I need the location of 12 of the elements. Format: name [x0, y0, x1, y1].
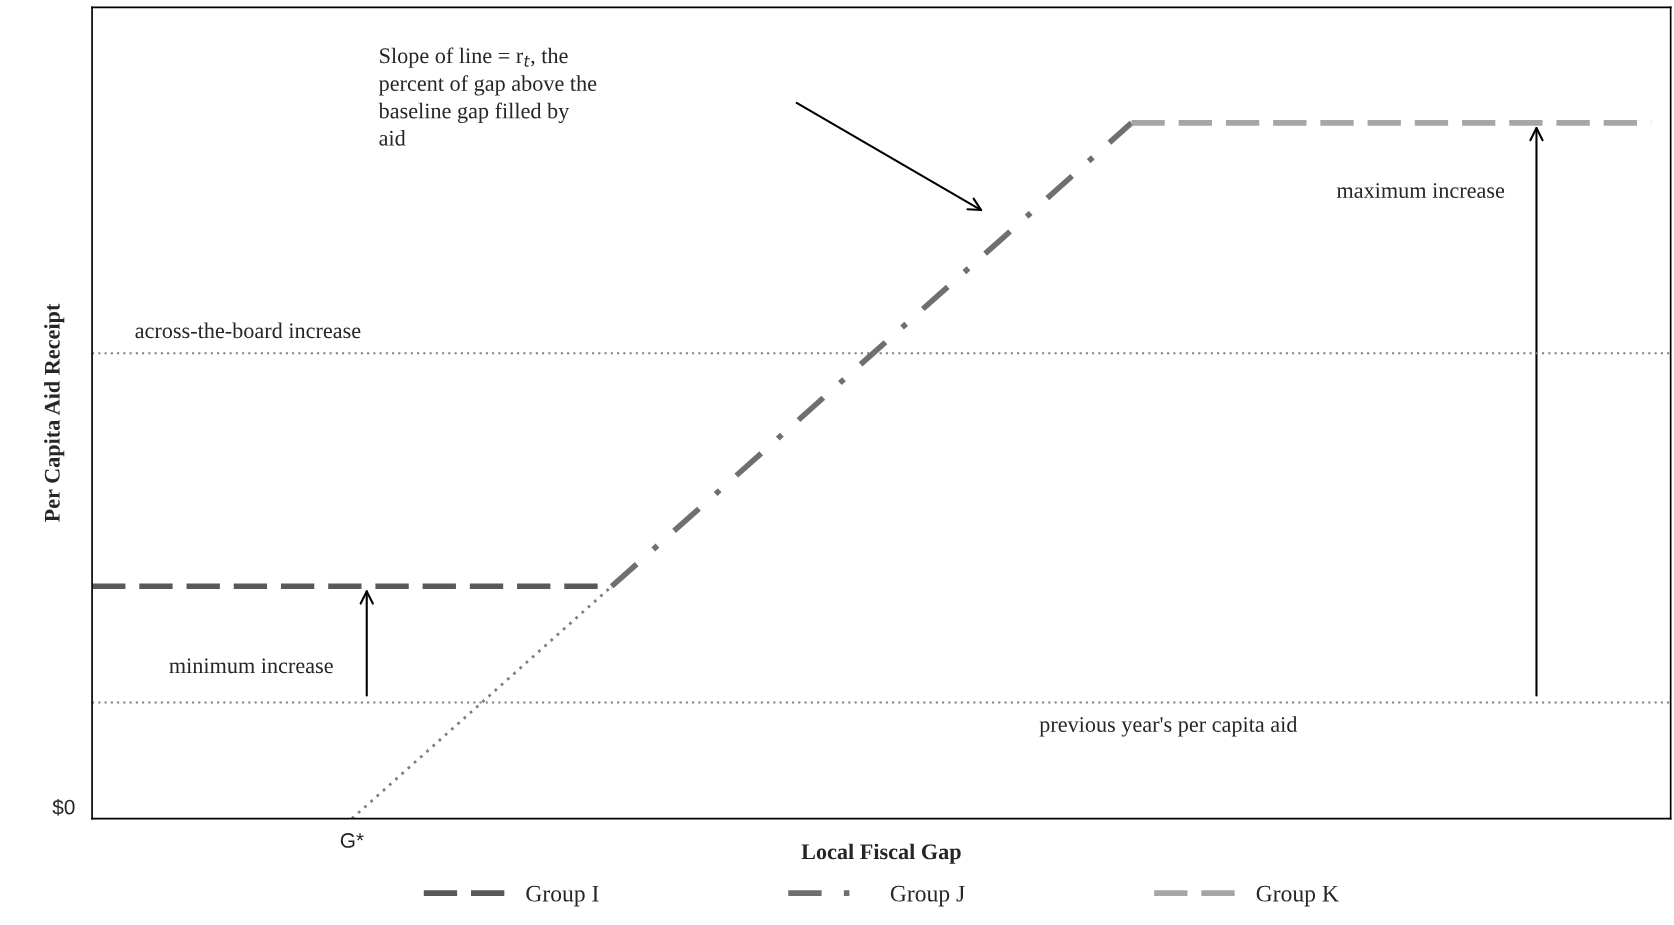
ref-line-label: across-the-board increase [135, 322, 361, 339]
annotation: Slope of line = r$_{t}$, the percent of gap above the baseline gap filled by aid [378, 47, 597, 146]
text: G* [340, 833, 364, 848]
annotation: maximum increase [1336, 183, 1505, 199]
ref-line-label: previous year's per capita aid [1039, 716, 1298, 737]
legend-label: Group K [1256, 885, 1339, 907]
y-axis-title: Per Capita Aid Receipt [44, 303, 65, 522]
text: $0 [52, 798, 75, 816]
annotation: minimum increase [169, 658, 333, 674]
legend-label: Group I [526, 885, 599, 907]
legend-label: Group J [890, 885, 965, 907]
x-axis-title: Local Fiscal Gap [801, 843, 961, 864]
